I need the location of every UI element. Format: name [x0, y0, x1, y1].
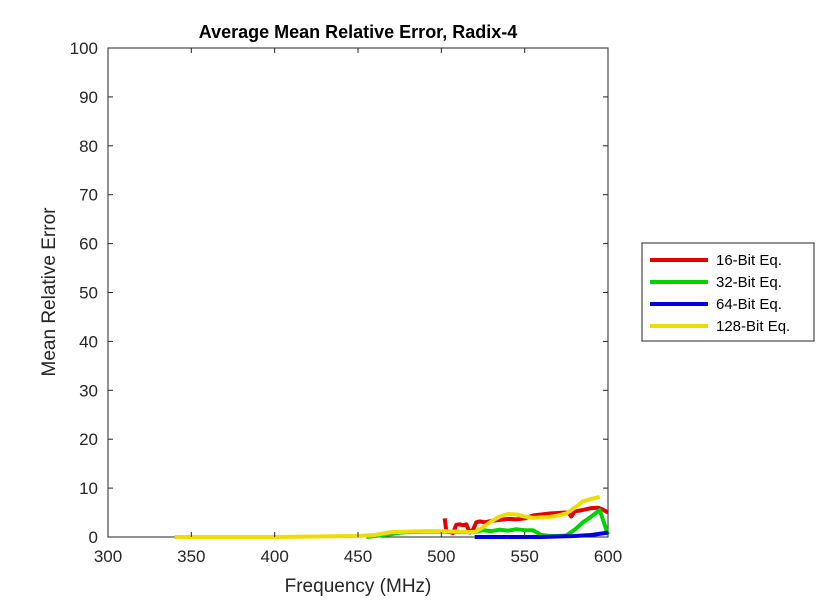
y-axis-title: Mean Relative Error	[39, 207, 60, 377]
x-tick-label: 500	[427, 547, 455, 566]
x-tick-label: 350	[177, 547, 205, 566]
series-line-16-bit-eq	[442, 505, 610, 536]
y-axis-ticks: 0 10 20 30 40 50 60 70 80 90 100	[70, 39, 608, 547]
x-tick-label: 600	[594, 547, 622, 566]
legend-label: 16-Bit Eq.	[716, 252, 782, 269]
y-tick-label: 30	[79, 381, 98, 400]
y-tick-label: 100	[70, 39, 98, 58]
x-tick-label: 400	[260, 547, 288, 566]
legend-items: 16-Bit Eq. 32-Bit Eq. 64-Bit Eq. 128-Bit Eq…	[650, 252, 790, 335]
y-tick-label: 70	[79, 186, 98, 205]
series-lines	[174, 494, 610, 539]
plot-area	[107, 47, 609, 538]
legend-label: 128-Bit Eq.	[716, 318, 790, 335]
x-tick-label: 300	[94, 547, 122, 566]
series-line-128-bit-eq	[174, 494, 601, 539]
y-tick-label: 40	[79, 332, 98, 351]
x-tick-label: 450	[344, 547, 372, 566]
x-axis-title: Frequency (MHz)	[285, 576, 432, 597]
series-line-64-bit-eq	[474, 530, 609, 539]
chart-title: Average Mean Relative Error, Radix-4	[199, 22, 517, 42]
y-tick-label: 50	[79, 284, 98, 303]
y-tick-label: 80	[79, 137, 98, 156]
legend-label: 32-Bit Eq.	[716, 274, 782, 291]
legend-label: 64-Bit Eq.	[716, 296, 782, 313]
x-axis-ticks: 300 350 400 450 500 550 600	[94, 48, 622, 566]
y-tick-label: 20	[79, 430, 98, 449]
legend: 16-Bit Eq. 32-Bit Eq. 64-Bit Eq. 128-Bit Eq…	[641, 242, 815, 342]
y-tick-label: 60	[79, 235, 98, 254]
y-tick-label: 90	[79, 88, 98, 107]
y-tick-label: 10	[79, 479, 98, 498]
y-tick-label: 0	[89, 528, 98, 547]
x-tick-label: 550	[510, 547, 538, 566]
